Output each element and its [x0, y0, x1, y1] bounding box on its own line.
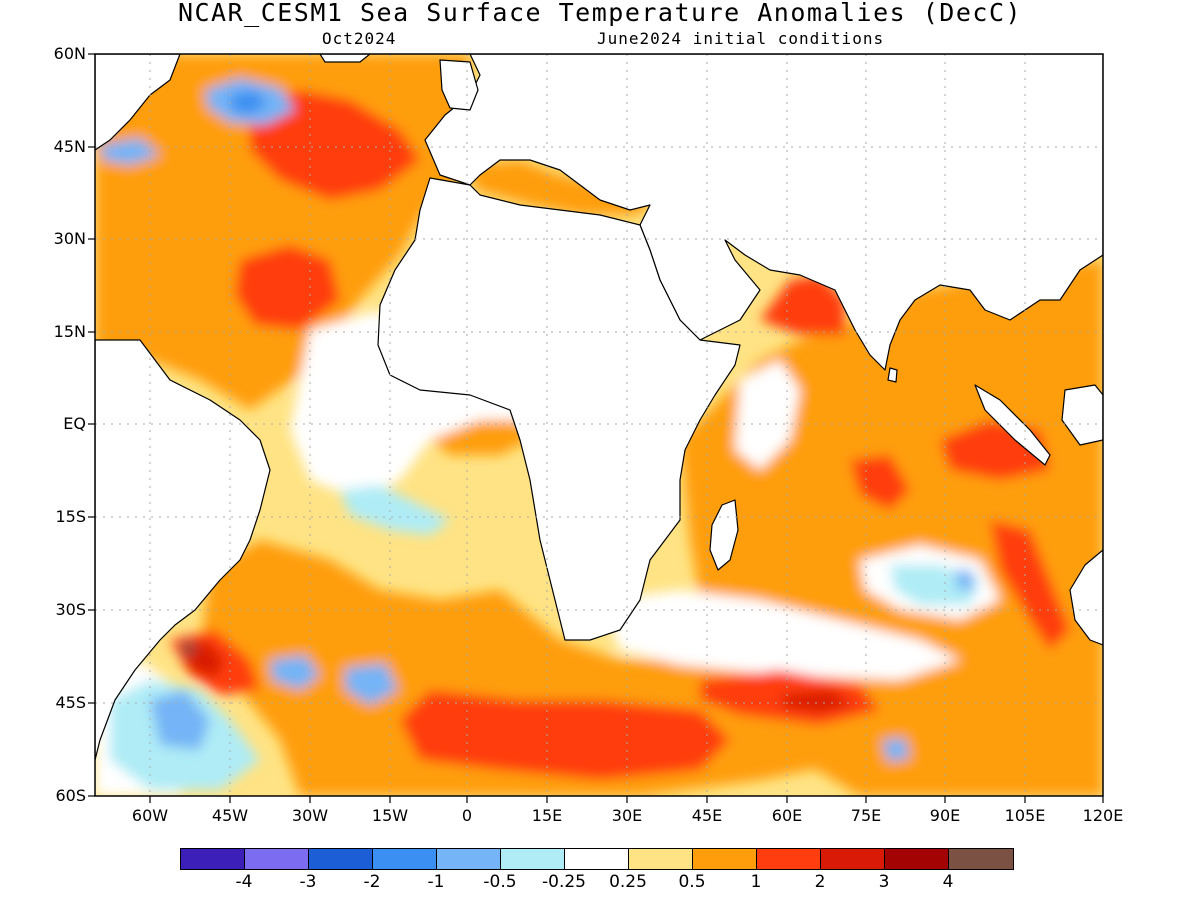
lon-label: 60W — [131, 806, 169, 825]
anomaly-patch-south-atlantic-warm — [200, 540, 900, 796]
colorbar-swatch — [693, 849, 757, 869]
anomaly-patch-tropical-atlantic-neutral — [290, 310, 530, 500]
anomaly-fields — [95, 54, 1103, 796]
lat-label: 30N — [53, 229, 86, 248]
colorbar-label: 4 — [942, 872, 954, 892]
lat-label: 60S — [55, 786, 86, 805]
lat-label: 60N — [53, 44, 86, 63]
lat-label: 45N — [53, 137, 86, 156]
colorbar-label: -1 — [427, 872, 445, 892]
anomaly-patch-north-atlantic-strong — [250, 90, 420, 200]
anomaly-patch-tropical-south-atlantic-cool — [340, 485, 450, 535]
colorbar-label: -0.5 — [483, 872, 517, 892]
south-america-landmass — [95, 339, 271, 761]
lon-label: 15E — [531, 806, 563, 825]
map-gridlines — [95, 54, 1103, 796]
north-america-landmass — [95, 54, 181, 151]
lon-label: 75E — [850, 806, 882, 825]
colorbar-swatch — [949, 849, 1013, 869]
anomaly-patch-labrador-cold — [230, 90, 268, 115]
colorbar-label: -0.25 — [542, 872, 586, 892]
lon-label: 30W — [291, 806, 329, 825]
colorbar-swatch — [629, 849, 693, 869]
map-subtitle-valid-month: Oct2024 — [322, 29, 397, 48]
anomaly-patch-southern-indian-very-strong — [780, 690, 855, 712]
colorbar-swatch — [245, 849, 309, 869]
colorbar-label: -2 — [363, 872, 381, 892]
colorbar-label: 2 — [814, 872, 826, 892]
anomaly-patch-south-atlantic-neutral — [600, 590, 960, 680]
lon-label: 60E — [771, 806, 803, 825]
sri-lanka-landmass — [887, 367, 898, 383]
lon-label: 45E — [691, 806, 723, 825]
map-frame — [94, 53, 1104, 797]
colorbar-swatch — [757, 849, 821, 869]
lat-label: 15S — [55, 507, 86, 526]
colorbar-swatch — [821, 849, 885, 869]
colorbar — [180, 848, 1014, 870]
madagascar-landmass — [709, 499, 739, 571]
lon-label: 15W — [371, 806, 409, 825]
australia-landmass — [1069, 549, 1103, 646]
borneo-landmass — [1061, 384, 1103, 446]
lon-label: 105E — [1004, 806, 1046, 825]
anomaly-patch-arabian-neutral — [735, 360, 800, 470]
uk-landmass — [439, 59, 479, 111]
lon-label: 0 — [461, 806, 473, 825]
iceland-landmass — [319, 54, 371, 63]
lon-label: 30E — [611, 806, 643, 825]
anomaly-patch-south-indian-cold — [955, 570, 975, 590]
anomaly-patch-west-australia-strong — [990, 520, 1070, 650]
anomaly-patch-southwest-atlantic-cold — [150, 690, 210, 750]
lat-label: EQ — [63, 414, 86, 433]
anomaly-patch-arabian-sea-strong — [760, 275, 845, 335]
colorbar-label: 3 — [878, 872, 890, 892]
lon-label: 45W — [211, 806, 249, 825]
colorbar-label: 0.25 — [609, 872, 647, 892]
colorbar-swatch — [181, 849, 245, 869]
anomaly-patch-brazil-malvinas-extreme — [180, 640, 196, 656]
colorbar-swatch — [565, 849, 629, 869]
colorbar-label: 0.5 — [678, 872, 706, 892]
colorbar-swatch — [373, 849, 437, 869]
lat-label: 45S — [55, 693, 86, 712]
anomaly-patch-south-atlantic-cool-1 — [270, 655, 320, 690]
axis-ticks — [88, 53, 1104, 803]
lon-label: 120E — [1082, 806, 1124, 825]
anomaly-patch-newfoundland-cool — [100, 138, 160, 165]
lat-label: 15N — [53, 322, 86, 341]
map-title: NCAR_CESM1 Sea Surface Temperature Anoma… — [177, 0, 1023, 27]
anomaly-patch-southern-ocean-strong — [400, 690, 730, 780]
anomaly-patch-central-indian-strong — [850, 455, 910, 510]
colorbar-swatch — [437, 849, 501, 869]
land-masses — [95, 54, 1103, 761]
colorbar-swatch — [885, 849, 949, 869]
colorbar-label: 1 — [750, 872, 762, 892]
anomaly-patch-subtropical-atlantic-strong — [235, 245, 340, 330]
anomaly-patch-south-atlantic-cool-2 — [345, 663, 398, 705]
colorbar-swatch — [309, 849, 373, 869]
colorbar-swatch — [501, 849, 565, 869]
anomaly-patch-kerguelen-cool — [882, 738, 910, 762]
lat-label: 30S — [55, 600, 86, 619]
colorbar-label: -4 — [235, 872, 253, 892]
lon-label: 90E — [929, 806, 961, 825]
sumatra-landmass — [974, 384, 1051, 466]
map-subtitle-initial-conditions: June2024 initial conditions — [597, 29, 885, 48]
europe-asia-landmass — [424, 54, 1103, 371]
colorbar-label: -3 — [299, 872, 317, 892]
